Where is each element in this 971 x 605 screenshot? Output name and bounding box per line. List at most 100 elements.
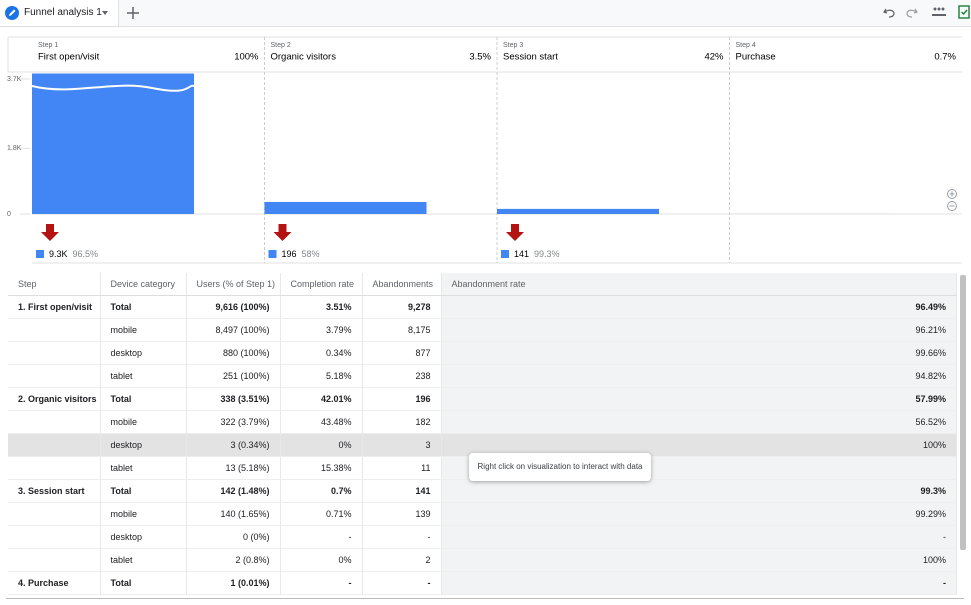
table-cell: -: [280, 525, 363, 549]
table-row: 3. Session start Total 142 (1.48%) 0.7% 141 9…: [8, 479, 957, 503]
table-cell: 43.48%: [280, 410, 363, 434]
table-cell: -: [280, 571, 363, 595]
table-cell: tablet: [100, 364, 187, 388]
table-cell: -: [362, 571, 442, 595]
tab[interactable]: Funnel analysis 1: [0, 0, 119, 26]
drop-arrow: [506, 224, 524, 241]
table-cell: [8, 502, 101, 526]
table-cell: 142 (1.48%): [186, 479, 281, 503]
step-percent: 100%: [234, 52, 259, 63]
step-number: Step 1: [38, 42, 58, 49]
table-cell: -: [362, 525, 442, 549]
table-cell: 880 (100%): [186, 341, 281, 365]
abandonments: 141: [514, 249, 529, 259]
drop-arrow: [273, 224, 292, 241]
column-header: Device category: [100, 273, 187, 296]
table-cell: 3: [362, 433, 442, 457]
bar: [32, 73, 194, 214]
table-cell: 141: [362, 479, 442, 503]
table-cell: 99.29%: [441, 502, 957, 526]
funnel-chart[interactable]: 0 1.8K 3.7K Step 1 First open/visit 100% 9.3K 9…: [0, 0, 971, 268]
table-cell: 2: [362, 548, 442, 572]
zoom-in: [947, 189, 957, 199]
table-cell: [8, 548, 101, 572]
step-name: First open/visit: [38, 52, 100, 63]
table-row: tablet 2 (0.8%) 0% 2 100%: [8, 548, 957, 572]
table-cell: 322 (3.79%): [186, 410, 281, 434]
table-cell: desktop: [100, 341, 187, 365]
table-cell: 3.51%: [280, 295, 363, 319]
step-percent: 42%: [704, 52, 724, 63]
table-row: mobile 322 (3.79%) 43.48% 182 56.52%: [8, 410, 957, 434]
y-tick-label: 3.7K: [7, 76, 22, 83]
drop-arrow: [41, 224, 59, 241]
table-cell: 2 (0.8%): [186, 548, 281, 572]
table-cell: 182: [362, 410, 442, 434]
table-cell: mobile: [100, 410, 187, 434]
table-cell: Total: [100, 571, 187, 595]
tooltip: Right click on visualization to interact…: [469, 453, 651, 481]
table-cell: Total: [100, 479, 187, 503]
legend-swatch: [501, 250, 509, 258]
scrollbar[interactable]: [960, 275, 966, 550]
table-cell: 96.49%: [441, 295, 957, 319]
abandonments: 9.3K: [49, 249, 68, 259]
table-cell: Total: [100, 387, 187, 411]
table-cell: -: [441, 571, 957, 595]
step-number: Step 4: [736, 42, 756, 49]
table-cell: 100%: [441, 548, 957, 572]
table-cell: -: [441, 525, 957, 549]
legend-swatch: [268, 250, 277, 258]
abandonments: 196: [282, 249, 297, 259]
table-cell: mobile: [100, 318, 187, 342]
table-cell: [8, 456, 101, 480]
abandonment-rate: 99.3%: [534, 249, 560, 259]
table-cell: 4. Purchase: [8, 571, 101, 595]
table-cell: 0.71%: [280, 502, 363, 526]
zoom-in-plus: [949, 191, 955, 197]
column-header: Abandonment rate: [441, 273, 957, 296]
table-cell: 9,278: [362, 295, 442, 319]
zoom-out: [947, 201, 957, 211]
tab-title: Funnel analysis 1: [24, 7, 102, 18]
table-cell: 3 (0.34%): [186, 433, 281, 457]
table-row: desktop 880 (100%) 0.34% 877 99.66%: [8, 341, 957, 365]
table-cell: 99.3%: [441, 479, 957, 503]
table-row: 4. Purchase Total 1 (0.01%) - - -: [8, 571, 957, 595]
table-cell: 56.52%: [441, 410, 957, 434]
table-cell: 0%: [280, 548, 363, 572]
y-tick-label: 1.8K: [7, 145, 22, 152]
bar-wave: [31, 84, 195, 92]
table-cell: 0 (0%): [186, 525, 281, 549]
table-cell: 11: [362, 456, 442, 480]
table-cell: 9,616 (100%): [186, 295, 281, 319]
table-cell: [8, 318, 101, 342]
table-cell: 15.38%: [280, 456, 363, 480]
table-cell: Total: [100, 295, 187, 319]
table-cell: 99.66%: [441, 341, 957, 365]
tab-icons: [5, 6, 108, 20]
bar: [497, 208, 659, 214]
table-cell: 42.01%: [280, 387, 363, 411]
table-cell: desktop: [100, 525, 187, 549]
table-cell: 8,497 (100%): [186, 318, 281, 342]
step-number: Step 3: [503, 42, 523, 49]
table-cell: 5.18%: [280, 364, 363, 388]
step-name: Organic visitors: [271, 52, 337, 63]
table-cell: 1. First open/visit: [8, 295, 101, 319]
bar: [264, 201, 427, 214]
table-cell: 196: [362, 387, 442, 411]
table-cell: 3. Session start: [8, 479, 101, 503]
legend-swatch: [36, 250, 44, 258]
table-row: tablet 251 (100%) 5.18% 238 94.82%: [8, 364, 957, 388]
table-cell: [8, 410, 101, 434]
step-percent: 0.7%: [934, 52, 956, 63]
table-cell: tablet: [100, 456, 187, 480]
table-row: mobile 140 (1.65%) 0.71% 139 99.29%: [8, 502, 957, 526]
table-cell: tablet: [100, 548, 187, 572]
table-row: desktop 0 (0%) - - -: [8, 525, 957, 549]
table-cell: 3.79%: [280, 318, 363, 342]
table-cell: 0%: [280, 433, 363, 457]
column-header: Abandonments: [362, 273, 442, 296]
